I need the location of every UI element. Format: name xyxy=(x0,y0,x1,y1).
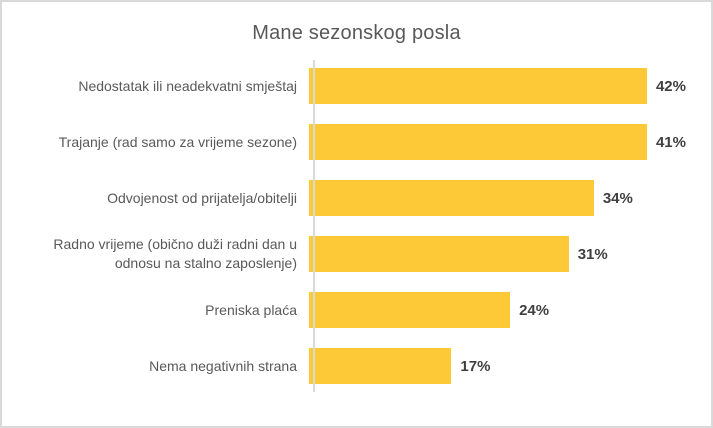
bar xyxy=(309,124,647,160)
chart-title: Mane sezonskog posla xyxy=(252,22,461,44)
bar xyxy=(309,236,569,272)
value-label: 41% xyxy=(655,133,686,151)
category-label: Nema negativnih strana xyxy=(149,357,297,374)
category-label: Preniska plaća xyxy=(205,301,297,318)
chart-row: Nedostatak ili neadekvatni smještaj 42% xyxy=(2,58,711,114)
category-label: Trajanje (rad samo za vrijeme sezone) xyxy=(58,133,297,150)
value-label: 31% xyxy=(577,245,608,263)
bar xyxy=(309,68,647,104)
chart-row: Trajanje (rad samo za vrijeme sezone) 41% xyxy=(2,114,711,170)
chart-row: Odvojenost od prijatelja/obitelji 34% xyxy=(2,170,711,226)
category-label: Odvojenost od prijatelja/obitelji xyxy=(107,189,297,206)
chart-rows: Nedostatak ili neadekvatni smještaj 42% Tr… xyxy=(2,58,711,394)
bar-track: 17% xyxy=(305,348,686,384)
value-label: 34% xyxy=(602,189,633,207)
value-label: 24% xyxy=(519,301,550,319)
bar xyxy=(309,348,452,384)
bar-track: 34% xyxy=(305,180,686,216)
bar xyxy=(309,180,594,216)
bar-track: 42% xyxy=(305,68,686,104)
bar-track: 41% xyxy=(305,124,686,160)
bar xyxy=(309,292,511,328)
chart-row: Nema negativnih strana 17% xyxy=(2,338,711,394)
category-label: Radno vrijeme (obično duži radni dan u o… xyxy=(53,236,297,271)
chart-row: Preniska plaća 24% xyxy=(2,282,711,338)
chart-row: Radno vrijeme (obično duži radni dan u o… xyxy=(2,226,711,282)
bar-track: 31% xyxy=(305,236,686,272)
value-label: 42% xyxy=(655,77,686,95)
bar-track: 24% xyxy=(305,292,686,328)
category-label: Nedostatak ili neadekvatni smještaj xyxy=(78,77,297,94)
plot-area: Nedostatak ili neadekvatni smještaj 42% Tr… xyxy=(2,58,711,394)
category-axis-line xyxy=(313,60,315,392)
value-label: 17% xyxy=(460,357,491,375)
